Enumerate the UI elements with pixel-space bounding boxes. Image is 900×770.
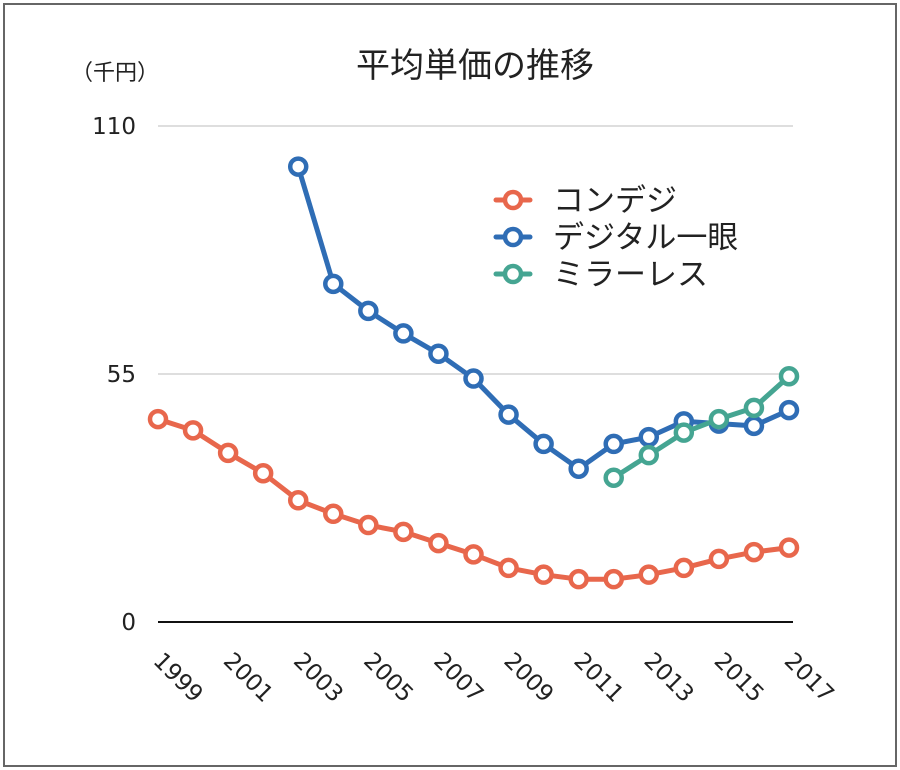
series-2 xyxy=(603,366,800,488)
data-point xyxy=(603,568,624,590)
chart-title: 平均単価の推移 xyxy=(356,46,594,86)
legend-item: デジタル一眼 xyxy=(493,220,738,256)
data-point xyxy=(147,408,169,430)
legend-label: コンデジ xyxy=(553,183,677,219)
data-point xyxy=(673,557,695,579)
x-tick-label: 2015 xyxy=(709,648,769,708)
data-point xyxy=(743,415,765,437)
x-tick-label: 2011 xyxy=(569,648,629,708)
x-tick-label: 2001 xyxy=(218,648,278,708)
legend-label: デジタル一眼 xyxy=(553,220,738,256)
x-tick-label: 2007 xyxy=(428,648,488,708)
data-point xyxy=(673,422,695,443)
data-point xyxy=(287,490,309,511)
data-point xyxy=(638,444,660,466)
y-tick-label: 0 xyxy=(121,610,136,636)
data-point xyxy=(323,503,344,525)
data-point xyxy=(358,514,379,536)
data-point xyxy=(217,442,239,464)
data-point xyxy=(358,300,379,322)
legend-marker xyxy=(502,226,524,248)
data-point xyxy=(778,537,800,558)
data-point xyxy=(568,568,589,590)
x-tick-label: 2013 xyxy=(639,648,699,708)
data-point xyxy=(428,532,449,554)
y-tick-label: 55 xyxy=(107,362,136,388)
data-point xyxy=(393,323,414,344)
series-lines xyxy=(147,156,800,590)
chart-frame: 平均単価の推移 （千円） 0 55 110 1999 2001 2003 2005 2007 2… xyxy=(3,3,897,767)
data-point xyxy=(778,366,800,387)
y-tick-label: 110 xyxy=(92,114,136,140)
x-tick-label: 2005 xyxy=(358,648,418,708)
data-point xyxy=(393,521,414,543)
x-tick-label: 2009 xyxy=(498,648,558,708)
data-point xyxy=(603,433,624,455)
series-0 xyxy=(147,408,800,590)
data-point xyxy=(568,458,589,479)
legend-item: ミラーレス xyxy=(493,257,708,293)
data-point xyxy=(323,273,344,295)
data-point xyxy=(708,548,730,570)
data-point xyxy=(463,368,484,389)
data-point xyxy=(778,399,800,421)
data-point xyxy=(498,404,519,425)
data-point xyxy=(287,156,309,177)
x-tick-label: 1999 xyxy=(148,648,208,708)
legend-marker xyxy=(502,189,524,211)
data-point xyxy=(533,433,554,455)
x-tick-label: 2017 xyxy=(779,648,839,708)
data-point xyxy=(638,564,660,585)
legend-marker xyxy=(502,263,524,285)
data-point xyxy=(428,343,449,364)
x-tick-label: 2003 xyxy=(288,648,348,708)
unit-label: （千円） xyxy=(71,61,159,86)
data-point xyxy=(533,564,554,585)
legend-label: ミラーレス xyxy=(553,257,708,293)
data-point xyxy=(463,544,484,565)
data-point xyxy=(708,408,730,430)
data-point xyxy=(498,557,519,579)
data-point xyxy=(603,467,624,488)
data-point xyxy=(743,541,765,563)
data-point xyxy=(638,426,660,448)
data-point xyxy=(743,397,765,419)
legend-item: コンデジ xyxy=(493,183,677,219)
data-point xyxy=(182,420,204,441)
data-point xyxy=(252,462,274,484)
